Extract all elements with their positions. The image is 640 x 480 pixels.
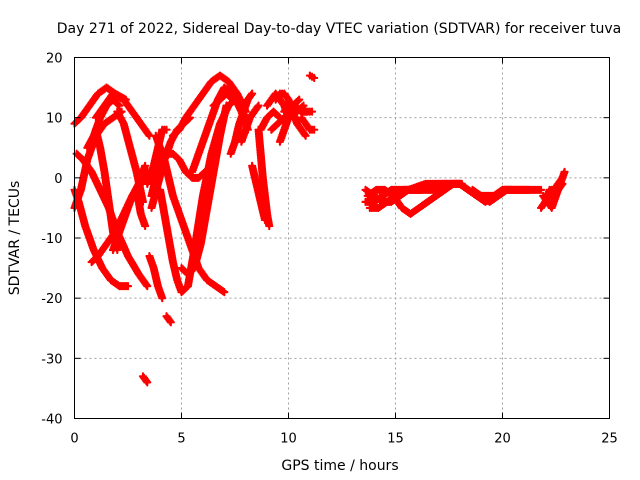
series-markers [156, 149, 210, 182]
series-arc-35 [297, 113, 319, 134]
series-arc-21 [168, 71, 250, 140]
grid-lines [74, 57, 610, 419]
series-arc-9 [91, 89, 154, 140]
y-tick-label: 0 [54, 172, 62, 187]
series-arc-40 [365, 179, 443, 213]
series-markers [280, 101, 317, 116]
series-markers [541, 179, 567, 206]
series-markers [305, 71, 319, 83]
series-markers [145, 251, 167, 303]
series-arc-25 [226, 89, 257, 158]
series-markers [168, 71, 250, 140]
series-markers [468, 185, 546, 206]
series-markers [297, 113, 319, 134]
series-arc-22 [177, 101, 231, 279]
series-arc-20 [156, 149, 210, 182]
y-tick-label: -10 [41, 232, 62, 247]
axis-ticks [74, 57, 610, 419]
series-arc-43 [468, 185, 546, 206]
series-arc-14 [162, 312, 175, 327]
x-tick-label: 5 [177, 432, 185, 447]
series-markers [226, 89, 257, 158]
series-markers [132, 185, 150, 231]
chart-title: Day 271 of 2022, Sidereal Day-to-day VTE… [57, 21, 621, 37]
series-markers [256, 107, 285, 134]
y-axis-label: SDTVAR / TECUs [7, 181, 23, 296]
series-markers [365, 179, 443, 213]
y-tick-label: 10 [46, 112, 63, 127]
data-series [70, 71, 569, 387]
y-tick-labels: -40 -30 -20 -10 0 10 20 [41, 52, 62, 428]
series-arc-13 [138, 372, 152, 387]
series-markers [177, 101, 231, 279]
y-tick-label: 20 [46, 52, 63, 67]
x-tick-labels: 0 5 10 15 20 25 [70, 432, 617, 447]
series-markers [162, 312, 175, 327]
y-tick-label: -30 [41, 352, 62, 367]
series-markers [91, 89, 154, 140]
x-tick-label: 10 [280, 432, 297, 447]
series-markers [237, 101, 263, 146]
y-tick-label: -40 [41, 413, 62, 428]
x-axis-label: GPS time / hours [281, 458, 398, 474]
x-tick-label: 20 [494, 432, 511, 447]
x-tick-label: 0 [70, 432, 78, 447]
series-arc-36 [305, 71, 319, 83]
series-arc-34 [280, 101, 317, 116]
series-arc-46 [541, 179, 567, 206]
series-arc-26 [237, 101, 263, 146]
series-markers [138, 372, 152, 387]
series-arc-12 [145, 251, 167, 303]
y-tick-label: -20 [41, 292, 62, 307]
series-arc-29 [256, 107, 285, 134]
series-arc-11 [132, 185, 150, 231]
x-tick-label: 15 [387, 432, 404, 447]
x-tick-label: 25 [601, 432, 618, 447]
